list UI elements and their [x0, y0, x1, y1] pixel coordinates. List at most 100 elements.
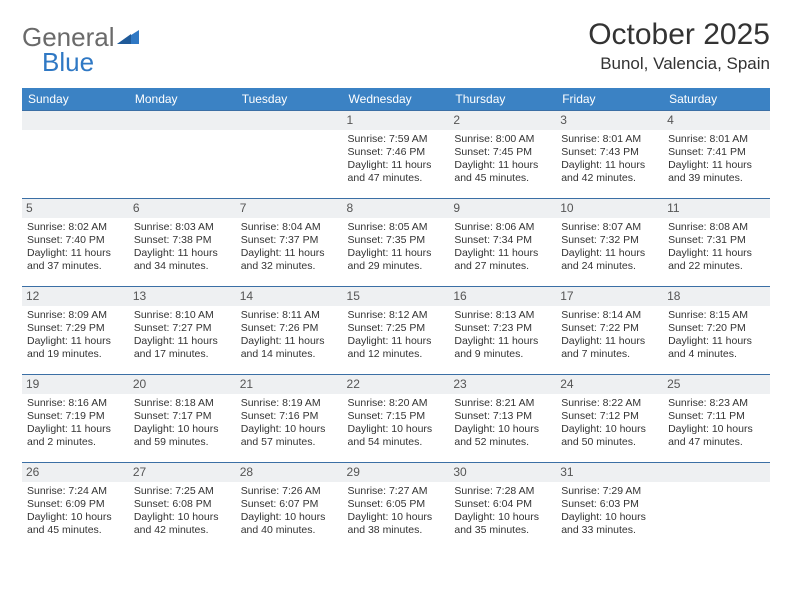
sunrise-line: Sunrise: 8:15 AM [668, 309, 765, 322]
week-row: 5Sunrise: 8:02 AMSunset: 7:40 PMDaylight… [22, 199, 770, 287]
day-cell: 20Sunrise: 8:18 AMSunset: 7:17 PMDayligh… [129, 375, 236, 463]
dow-tuesday: Tuesday [236, 88, 343, 111]
day-cell: 19Sunrise: 8:16 AMSunset: 7:19 PMDayligh… [22, 375, 129, 463]
sunset-line: Sunset: 7:12 PM [561, 410, 658, 423]
day-cell: 13Sunrise: 8:10 AMSunset: 7:27 PMDayligh… [129, 287, 236, 375]
day-number-empty [236, 111, 343, 130]
sunrise-line: Sunrise: 7:27 AM [348, 485, 445, 498]
day-cell: 6Sunrise: 8:03 AMSunset: 7:38 PMDaylight… [129, 199, 236, 287]
day-cell: 5Sunrise: 8:02 AMSunset: 7:40 PMDaylight… [22, 199, 129, 287]
daylight-line: Daylight: 10 hours and 54 minutes. [348, 423, 445, 449]
daylight-line: Daylight: 10 hours and 50 minutes. [561, 423, 658, 449]
day-number: 15 [343, 287, 450, 306]
sunset-line: Sunset: 7:17 PM [134, 410, 231, 423]
sunset-line: Sunset: 7:22 PM [561, 322, 658, 335]
sunset-line: Sunset: 7:34 PM [454, 234, 551, 247]
daylight-line: Daylight: 10 hours and 59 minutes. [134, 423, 231, 449]
sunset-line: Sunset: 7:45 PM [454, 146, 551, 159]
day-number: 19 [22, 375, 129, 394]
calendar-table: SundayMondayTuesdayWednesdayThursdayFrid… [22, 88, 770, 551]
day-cell: 23Sunrise: 8:21 AMSunset: 7:13 PMDayligh… [449, 375, 556, 463]
dow-sunday: Sunday [22, 88, 129, 111]
sunset-line: Sunset: 7:41 PM [668, 146, 765, 159]
dow-friday: Friday [556, 88, 663, 111]
day-number: 30 [449, 463, 556, 482]
day-number: 24 [556, 375, 663, 394]
day-number: 3 [556, 111, 663, 130]
sunrise-line: Sunrise: 8:01 AM [561, 133, 658, 146]
day-number: 29 [343, 463, 450, 482]
sunrise-line: Sunrise: 8:18 AM [134, 397, 231, 410]
sunrise-line: Sunrise: 8:14 AM [561, 309, 658, 322]
sunrise-line: Sunrise: 8:01 AM [668, 133, 765, 146]
daylight-line: Daylight: 11 hours and 34 minutes. [134, 247, 231, 273]
day-cell: 25Sunrise: 8:23 AMSunset: 7:11 PMDayligh… [663, 375, 770, 463]
day-number: 11 [663, 199, 770, 218]
week-row: 26Sunrise: 7:24 AMSunset: 6:09 PMDayligh… [22, 463, 770, 551]
daylight-line: Daylight: 10 hours and 38 minutes. [348, 511, 445, 537]
day-number: 17 [556, 287, 663, 306]
sunset-line: Sunset: 7:27 PM [134, 322, 231, 335]
sunrise-line: Sunrise: 8:23 AM [668, 397, 765, 410]
sunset-line: Sunset: 6:09 PM [27, 498, 124, 511]
sunset-line: Sunset: 7:38 PM [134, 234, 231, 247]
day-cell: 16Sunrise: 8:13 AMSunset: 7:23 PMDayligh… [449, 287, 556, 375]
sunrise-line: Sunrise: 8:00 AM [454, 133, 551, 146]
day-number: 4 [663, 111, 770, 130]
sunset-line: Sunset: 7:16 PM [241, 410, 338, 423]
day-cell: 30Sunrise: 7:28 AMSunset: 6:04 PMDayligh… [449, 463, 556, 551]
dow-monday: Monday [129, 88, 236, 111]
sunrise-line: Sunrise: 7:25 AM [134, 485, 231, 498]
day-number: 12 [22, 287, 129, 306]
week-row: 19Sunrise: 8:16 AMSunset: 7:19 PMDayligh… [22, 375, 770, 463]
sunrise-line: Sunrise: 8:02 AM [27, 221, 124, 234]
day-number: 26 [22, 463, 129, 482]
day-cell [22, 111, 129, 199]
daylight-line: Daylight: 11 hours and 24 minutes. [561, 247, 658, 273]
daylight-line: Daylight: 11 hours and 17 minutes. [134, 335, 231, 361]
day-cell [236, 111, 343, 199]
daylight-line: Daylight: 11 hours and 12 minutes. [348, 335, 445, 361]
sunset-line: Sunset: 7:31 PM [668, 234, 765, 247]
sunrise-line: Sunrise: 8:21 AM [454, 397, 551, 410]
sunrise-line: Sunrise: 8:12 AM [348, 309, 445, 322]
daylight-line: Daylight: 11 hours and 19 minutes. [27, 335, 124, 361]
day-number: 7 [236, 199, 343, 218]
daylight-line: Daylight: 10 hours and 40 minutes. [241, 511, 338, 537]
day-cell: 28Sunrise: 7:26 AMSunset: 6:07 PMDayligh… [236, 463, 343, 551]
day-number: 1 [343, 111, 450, 130]
daylight-line: Daylight: 11 hours and 22 minutes. [668, 247, 765, 273]
daylight-line: Daylight: 10 hours and 45 minutes. [27, 511, 124, 537]
sunset-line: Sunset: 7:13 PM [454, 410, 551, 423]
sunset-line: Sunset: 6:03 PM [561, 498, 658, 511]
day-number: 10 [556, 199, 663, 218]
day-cell: 26 Sunrise: 7:24 AMSunset: 6:09 PMDayligh… [22, 463, 129, 551]
day-number: 25 [663, 375, 770, 394]
day-cell: 27Sunrise: 7:25 AMSunset: 6:08 PMDayligh… [129, 463, 236, 551]
sunrise-line: Sunrise: 7:28 AM [454, 485, 551, 498]
daylight-line: Daylight: 11 hours and 37 minutes. [27, 247, 124, 273]
sunrise-line: Sunrise: 7:24 AM [27, 485, 124, 498]
daylight-line: Daylight: 11 hours and 42 minutes. [561, 159, 658, 185]
day-number: 8 [343, 199, 450, 218]
day-number: 2 [449, 111, 556, 130]
day-number: 16 [449, 287, 556, 306]
daylight-line: Daylight: 10 hours and 42 minutes. [134, 511, 231, 537]
sunset-line: Sunset: 7:25 PM [348, 322, 445, 335]
sunset-line: Sunset: 6:05 PM [348, 498, 445, 511]
sunrise-line: Sunrise: 8:07 AM [561, 221, 658, 234]
sunrise-line: Sunrise: 8:13 AM [454, 309, 551, 322]
sunset-line: Sunset: 7:43 PM [561, 146, 658, 159]
day-number: 31 [556, 463, 663, 482]
daylight-line: Daylight: 11 hours and 4 minutes. [668, 335, 765, 361]
day-number: 13 [129, 287, 236, 306]
day-cell [663, 463, 770, 551]
daylight-line: Daylight: 11 hours and 27 minutes. [454, 247, 551, 273]
logo-text-blue: Blue [42, 47, 143, 78]
day-cell: 24Sunrise: 8:22 AMSunset: 7:12 PMDayligh… [556, 375, 663, 463]
day-cell: 12Sunrise: 8:09 AMSunset: 7:29 PMDayligh… [22, 287, 129, 375]
sunset-line: Sunset: 7:32 PM [561, 234, 658, 247]
sunrise-line: Sunrise: 8:05 AM [348, 221, 445, 234]
day-cell: 9Sunrise: 8:06 AMSunset: 7:34 PMDaylight… [449, 199, 556, 287]
day-number: 6 [129, 199, 236, 218]
